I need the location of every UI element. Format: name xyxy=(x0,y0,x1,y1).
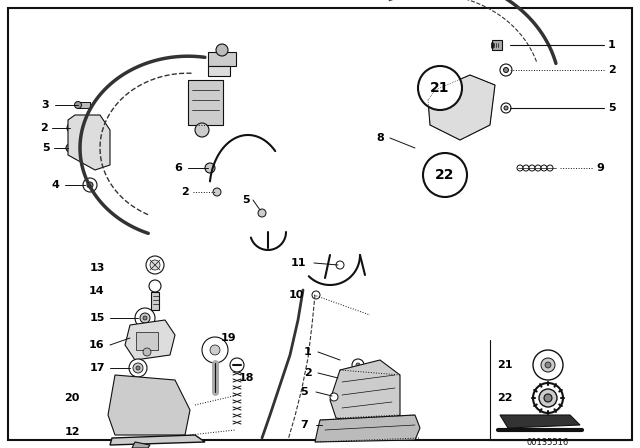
Text: 12: 12 xyxy=(64,427,80,437)
Circle shape xyxy=(533,383,563,413)
Circle shape xyxy=(87,182,93,188)
Circle shape xyxy=(352,359,364,371)
Circle shape xyxy=(500,64,512,76)
Circle shape xyxy=(202,337,228,363)
Circle shape xyxy=(535,165,541,171)
Circle shape xyxy=(330,393,338,401)
Polygon shape xyxy=(428,75,495,140)
Circle shape xyxy=(541,358,555,372)
Circle shape xyxy=(545,362,551,368)
Circle shape xyxy=(348,380,358,390)
Circle shape xyxy=(418,66,462,110)
Text: 5: 5 xyxy=(300,387,308,397)
Polygon shape xyxy=(108,375,190,435)
Text: 18: 18 xyxy=(238,373,253,383)
Text: 17: 17 xyxy=(89,363,105,373)
Text: 10: 10 xyxy=(288,290,304,300)
Text: 9: 9 xyxy=(596,163,604,173)
Bar xyxy=(492,40,502,50)
Circle shape xyxy=(216,44,228,56)
Circle shape xyxy=(74,102,81,108)
Text: 5: 5 xyxy=(242,195,250,205)
Circle shape xyxy=(356,363,360,367)
Circle shape xyxy=(547,165,553,171)
Text: 13: 13 xyxy=(90,263,105,273)
Circle shape xyxy=(523,165,529,171)
Circle shape xyxy=(501,103,511,113)
Polygon shape xyxy=(125,320,175,360)
Circle shape xyxy=(230,358,244,372)
Circle shape xyxy=(143,316,147,320)
Text: 11: 11 xyxy=(291,258,306,268)
Text: 22: 22 xyxy=(435,168,455,182)
Text: 7: 7 xyxy=(300,420,308,430)
Circle shape xyxy=(541,165,547,171)
Circle shape xyxy=(517,165,523,171)
Text: 14: 14 xyxy=(89,286,105,296)
Circle shape xyxy=(213,188,221,196)
Circle shape xyxy=(133,363,143,373)
Circle shape xyxy=(135,308,155,328)
Circle shape xyxy=(258,209,266,217)
Bar xyxy=(151,292,159,310)
Circle shape xyxy=(66,144,74,152)
Circle shape xyxy=(195,123,209,137)
Text: 19: 19 xyxy=(220,333,236,343)
Text: 21: 21 xyxy=(497,360,513,370)
Text: 2: 2 xyxy=(40,123,48,133)
Text: 21: 21 xyxy=(430,81,450,95)
Bar xyxy=(188,80,223,125)
Text: 4: 4 xyxy=(51,180,59,190)
Circle shape xyxy=(129,359,147,377)
Bar xyxy=(136,332,158,350)
Circle shape xyxy=(67,123,77,133)
Circle shape xyxy=(504,106,508,110)
Polygon shape xyxy=(330,360,400,425)
Polygon shape xyxy=(500,415,580,428)
Text: 8: 8 xyxy=(376,133,384,143)
Text: 2: 2 xyxy=(608,65,616,75)
Circle shape xyxy=(544,394,552,402)
Polygon shape xyxy=(68,115,110,170)
Circle shape xyxy=(539,389,557,407)
Bar xyxy=(208,66,230,76)
Text: 2: 2 xyxy=(181,187,189,197)
Text: 16: 16 xyxy=(89,340,105,350)
Bar xyxy=(78,102,90,108)
Circle shape xyxy=(504,68,509,73)
Polygon shape xyxy=(132,442,150,448)
Circle shape xyxy=(150,260,160,270)
Circle shape xyxy=(423,153,467,197)
Polygon shape xyxy=(110,435,205,445)
Circle shape xyxy=(146,256,164,274)
Text: 5: 5 xyxy=(608,103,616,113)
Text: 1: 1 xyxy=(304,347,312,357)
Text: 3: 3 xyxy=(41,100,49,110)
Circle shape xyxy=(205,163,215,173)
Circle shape xyxy=(140,313,150,323)
Text: 1: 1 xyxy=(608,40,616,50)
Text: 00135516: 00135516 xyxy=(527,438,569,447)
Text: 15: 15 xyxy=(90,313,105,323)
Text: 5: 5 xyxy=(42,143,50,153)
Bar xyxy=(208,52,236,66)
Text: 2: 2 xyxy=(304,368,312,378)
Circle shape xyxy=(210,345,220,355)
Circle shape xyxy=(143,348,151,356)
Text: 22: 22 xyxy=(497,393,513,403)
Circle shape xyxy=(529,165,535,171)
Circle shape xyxy=(149,280,161,292)
Circle shape xyxy=(351,383,355,387)
Circle shape xyxy=(533,350,563,380)
Text: 6: 6 xyxy=(174,163,182,173)
Circle shape xyxy=(136,366,140,370)
Circle shape xyxy=(336,261,344,269)
Circle shape xyxy=(83,178,97,192)
Text: 20: 20 xyxy=(64,393,80,403)
Polygon shape xyxy=(315,415,420,442)
Circle shape xyxy=(312,291,320,299)
